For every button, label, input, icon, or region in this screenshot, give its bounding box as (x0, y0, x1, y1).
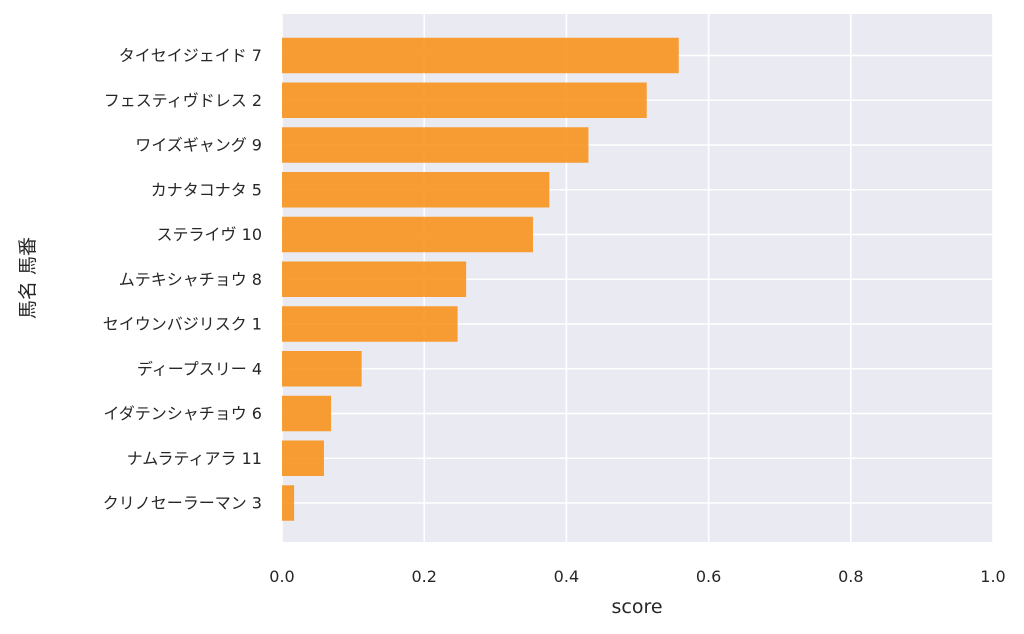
y-tick-labels: タイセイジェイド 7 フェスティヴドレス 2 ワイズギャング 9 カナタコナタ 5 ステ… (103, 46, 262, 513)
y-axis-title: 馬名 馬番 (17, 237, 39, 319)
y-tick-label: タイセイジェイド 7 (119, 46, 262, 65)
y-tick-label: ワイズギャング 9 (135, 136, 262, 155)
x-tick-label: 0.8 (838, 567, 863, 586)
y-tick-label: フェスティヴドレス 2 (104, 91, 262, 110)
x-tick-labels: 0.0 0.2 0.4 0.6 0.8 1.0 (269, 567, 1005, 586)
y-tick-label: カナタコナタ 5 (151, 180, 262, 199)
bar-9 (282, 395, 332, 432)
y-tick-label: ステライヴ 10 (157, 225, 262, 244)
x-tick-label: 0.0 (269, 567, 294, 586)
x-tick-label: 0.2 (411, 567, 436, 586)
x-tick-label: 0.6 (696, 567, 721, 586)
y-tick-label: セイウンバジリスク 1 (103, 315, 262, 334)
y-tick-label: ナムラティアラ 11 (127, 449, 262, 468)
x-tick-label: 1.0 (980, 567, 1005, 586)
bar-2 (282, 82, 647, 118)
bar-11 (282, 485, 295, 521)
bar-1 (282, 37, 679, 74)
bar-5 (282, 216, 533, 253)
x-tick-label: 0.4 (554, 567, 579, 586)
bar-6 (282, 261, 467, 297)
x-axis-title: score (611, 596, 662, 618)
bar-4 (282, 172, 550, 208)
bar-10 (282, 440, 324, 476)
bars (282, 37, 679, 521)
y-tick-label: イダテンシャチョウ 6 (103, 404, 262, 423)
y-tick-label: ムテキシャチョウ 8 (119, 270, 262, 289)
bar-7 (282, 306, 458, 342)
y-tick-label: クリノセーラーマン 3 (103, 494, 262, 513)
y-tick-label: ディープスリー 4 (137, 359, 262, 378)
bar-8 (282, 351, 362, 387)
bar-3 (282, 127, 589, 163)
